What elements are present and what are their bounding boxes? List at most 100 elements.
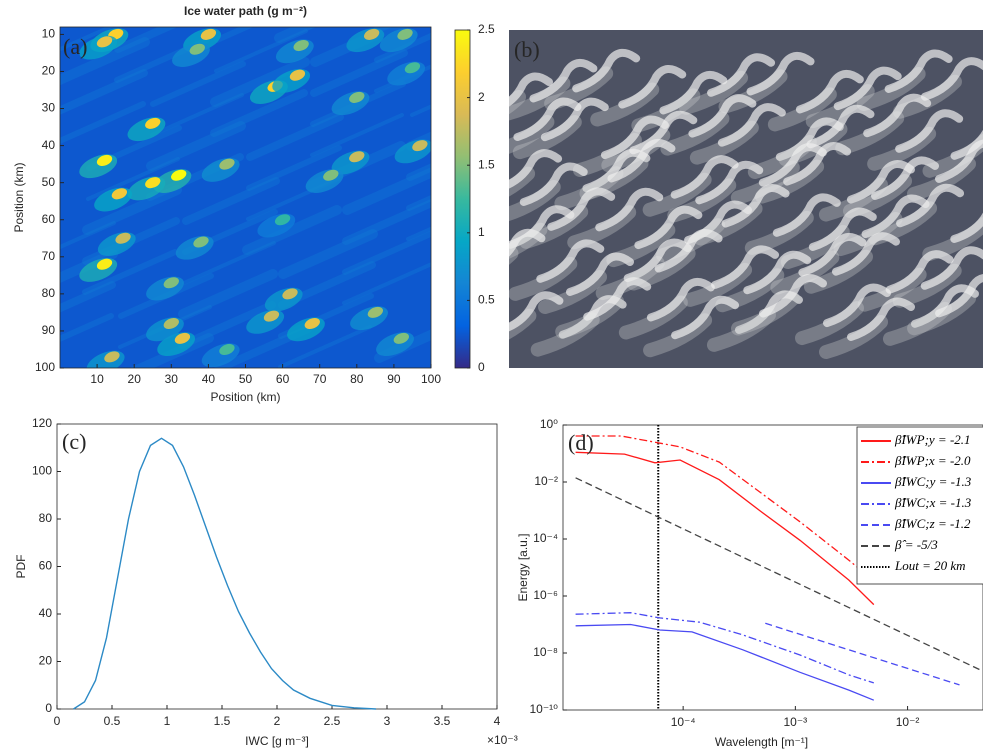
x-axis-label: Position (km): [210, 390, 280, 404]
y-tick-label: 60: [42, 212, 56, 226]
y-tick-label: 0: [45, 701, 52, 715]
y-tick-label: 40: [42, 138, 56, 152]
x-tick-label: 2: [274, 714, 281, 728]
streak: [214, 27, 254, 43]
cloud-wisp: [536, 239, 605, 283]
cloud-wisp: [721, 184, 790, 228]
panel-label: (a): [63, 34, 87, 59]
streak: [60, 101, 146, 145]
streak: [86, 157, 180, 201]
legend-label: Lout = 20 km: [894, 558, 966, 573]
hotspot: [397, 28, 413, 40]
cloud-wisp: [519, 162, 588, 206]
y-tick-label: 40: [39, 606, 53, 620]
cloud-wisp: [509, 72, 553, 107]
streak: [242, 205, 342, 255]
series-line: [575, 612, 874, 684]
streak: [60, 281, 116, 313]
y-tick-label: 20: [39, 654, 53, 668]
x-tick-label: 3: [384, 714, 391, 728]
x-tick-label: 50: [239, 372, 253, 386]
x-tick-label: 90: [387, 372, 401, 386]
hotspot: [171, 169, 187, 181]
hotspot: [193, 236, 209, 248]
streak: [406, 131, 431, 151]
streak: [182, 177, 280, 225]
y-tick-label: 80: [42, 286, 56, 300]
hotspot: [163, 318, 179, 330]
cloud-wisp: [920, 246, 983, 290]
x-tick-label: 100: [421, 372, 441, 386]
cloud-wisp: [806, 104, 875, 149]
series-line: [575, 451, 875, 606]
cloud-wisp: [772, 193, 841, 237]
streak: [210, 57, 310, 107]
cloud-wisp: [582, 148, 651, 193]
colorbar-tick-label: 1: [478, 225, 485, 239]
cloud-wisp: [950, 129, 983, 160]
cloud-wisp: [910, 284, 979, 328]
cloud-wisp: [671, 295, 740, 340]
y-tick-label: 10⁰: [540, 417, 558, 431]
plot-frame: [56, 423, 498, 710]
streak: [60, 27, 115, 52]
x-tick-label: 40: [202, 372, 216, 386]
streak: [310, 113, 404, 157]
x-axis-label: IWC [g m⁻³]: [245, 734, 309, 748]
x-tick-label: 4: [494, 714, 501, 728]
legend-label: β̂IWC;x = -1.3: [894, 495, 972, 510]
y-tick-label: 10⁻⁸: [533, 645, 558, 659]
hotspot: [145, 177, 161, 189]
y-tick-label: 100: [32, 464, 52, 478]
cloud-wisp: [509, 205, 575, 249]
legend-label: β̂IWC;z = -1.2: [894, 516, 971, 531]
cloud-wisp: [566, 252, 635, 296]
cloud-wisp: [659, 70, 728, 115]
cloud-wisp: [529, 58, 598, 103]
streak: [129, 333, 214, 368]
cloud-wisp: [935, 274, 983, 318]
streak: [214, 29, 308, 73]
cloud-wisp: [775, 117, 844, 161]
hotspot: [163, 277, 179, 289]
cloud-wisp: [795, 69, 864, 114]
hotspot: [404, 62, 421, 74]
cloud-wisp: [934, 139, 983, 183]
streak: [274, 27, 317, 43]
x-axis-label: Wavelength [m⁻¹]: [715, 735, 808, 749]
cloud-wisp: [783, 142, 852, 186]
hotspot: [200, 28, 217, 40]
line: [73, 437, 377, 710]
cloud-wisp: [871, 156, 940, 200]
hotspot: [349, 151, 365, 163]
hotspot: [219, 158, 235, 170]
cloud-wisp: [707, 53, 776, 97]
x-tick-label: 0: [54, 714, 61, 728]
y-tick-label: 10⁻²: [534, 474, 558, 488]
streak: [278, 325, 372, 368]
cloud-wisp: [583, 277, 652, 321]
colorbar-tick-label: 0: [478, 360, 485, 374]
streak: [374, 32, 431, 63]
streak: [406, 163, 431, 181]
hotspot: [115, 232, 131, 244]
series-line: [575, 623, 875, 701]
y-tick-label: 120: [32, 416, 52, 430]
cloud-wisp: [885, 250, 954, 294]
cloud-wisp: [509, 291, 564, 332]
cloud-wisp: [759, 274, 828, 318]
cloud-wisp: [509, 228, 546, 257]
y-tick-label: 10⁻¹⁰: [530, 702, 559, 716]
cloud-wisp: [595, 187, 664, 232]
y-tick-label: 70: [42, 249, 56, 263]
x-tick-label: 3.5: [434, 714, 451, 728]
legend-label: β̂IWP;x = -2.0: [894, 453, 971, 468]
streak: [82, 185, 182, 235]
x-tick-label: 30: [165, 372, 179, 386]
cloud-wisp: [572, 48, 641, 93]
y-tick-label: 10⁻⁶: [533, 588, 558, 602]
x-tick-label: 60: [276, 372, 290, 386]
cloud-wisp: [746, 51, 815, 96]
panel-label: (d): [568, 430, 594, 455]
